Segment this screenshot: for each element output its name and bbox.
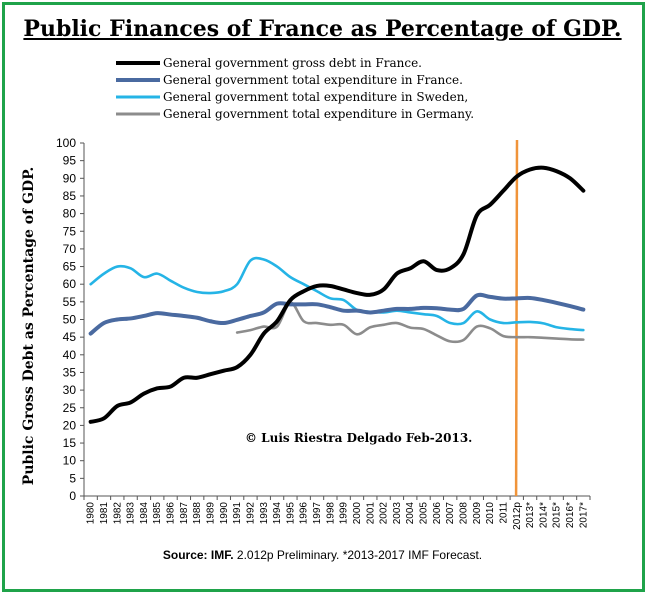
x-tick-label: 2007: [445, 502, 456, 525]
x-tick-label: 2010: [485, 502, 496, 525]
y-tick-label: 40: [63, 348, 77, 362]
series-line-0: [88, 165, 586, 424]
y-tick-label: 75: [63, 224, 77, 238]
x-tick-label: 2015*: [552, 502, 563, 528]
x-tick-label: 2009: [472, 502, 483, 525]
y-tick-label: 60: [63, 277, 77, 291]
source-text: 2.012p Preliminary. *2013-2017 IMF Forec…: [236, 548, 483, 562]
y-tick-label: 30: [63, 383, 77, 397]
y-tick-label: 65: [63, 260, 77, 274]
y-tick-label: 15: [63, 436, 77, 450]
x-tick-label: 2005: [419, 502, 430, 525]
x-tick-label: 2014*: [538, 502, 549, 528]
series-line-1: [88, 292, 586, 336]
x-tick-label: 1989: [206, 502, 217, 525]
source-label: Source: IMF.: [162, 548, 234, 562]
y-tick-label: 90: [63, 171, 77, 185]
x-tick-label: 2004: [405, 502, 416, 525]
x-tick-label: 2011: [498, 502, 509, 524]
x-tick-label: 1983: [126, 502, 137, 525]
chart-title: Public Finances of France as Percentage …: [23, 16, 622, 42]
y-tick-label: 10: [63, 454, 77, 468]
axes-group: 0 5 10 15 20 25 30 35 40 45 50 55 60 65 70 75 80 85 90 95 10…: [56, 136, 591, 530]
y-tick-label: 45: [63, 330, 77, 344]
x-tick-label: 1990: [219, 502, 230, 525]
x-tick-label: 1991: [232, 502, 243, 525]
x-tick-label: 1987: [179, 502, 190, 525]
x-tick-label: 1986: [166, 502, 177, 525]
y-tick-label: 95: [63, 154, 77, 168]
x-tick-label: 1996: [299, 502, 310, 525]
x-tick-label: 2017*: [578, 502, 589, 528]
y-tick-label: 0: [69, 489, 76, 503]
y-tick-label: 25: [63, 401, 77, 415]
x-tick-label: 1982: [112, 502, 123, 525]
forecast-divider-line: [514, 139, 519, 497]
y-tick-label: 100: [56, 136, 76, 150]
x-tick-label: 2012p: [512, 502, 523, 530]
source-note: Source: IMF. 2.012p Preliminary. *2013-2…: [0, 548, 645, 562]
legend-label-0: General government gross debt in France.: [163, 56, 422, 70]
legend-label-1: General government total expenditure in …: [163, 73, 463, 87]
legend-label-2: General government total expenditure in …: [163, 90, 468, 104]
x-tick-label: 1998: [325, 502, 336, 525]
y-axis-label: Public Gross Debt as Percentage of GDP.: [21, 167, 37, 485]
series-line-2: [89, 256, 585, 332]
y-tick-label: 5: [69, 471, 76, 485]
y-tick-label: 50: [63, 313, 77, 327]
y-tick-label: 70: [63, 242, 77, 256]
x-tick-label: 1981: [99, 502, 110, 525]
y-tick-label: 35: [63, 365, 77, 379]
x-tick-label: 1985: [152, 502, 163, 525]
x-tick-label: 2016*: [565, 502, 576, 528]
x-tick-label: 2008: [459, 502, 470, 525]
x-tick-label: 1997: [312, 502, 323, 525]
x-tick-label: 1993: [259, 502, 270, 525]
x-tick-label: 1992: [245, 502, 256, 525]
y-tick-label: 85: [63, 189, 77, 203]
legend-label-3: General government total expenditure in …: [163, 107, 474, 121]
x-tick-label: 2000: [352, 502, 363, 525]
x-tick-label: 2003: [392, 502, 403, 525]
y-tick-label: 20: [63, 418, 77, 432]
x-tick-label: 1994: [272, 502, 283, 525]
x-tick-label: 1980: [86, 502, 97, 525]
x-tick-label: 1988: [192, 502, 203, 525]
x-tick-label: 2001: [365, 502, 376, 525]
legend: General government gross debt in France.…: [116, 56, 474, 121]
x-tick-label: 2002: [379, 502, 390, 525]
x-tick-label: 2013*: [525, 502, 536, 528]
x-tick-label: 1995: [285, 502, 296, 525]
copyright-annotation: © Luis Riestra Delgado Feb-2013.: [245, 431, 472, 445]
series-group: [88, 139, 586, 497]
x-tick-label: 2006: [432, 502, 443, 525]
y-tick-label: 55: [63, 295, 77, 309]
x-tick-label: 1999: [339, 502, 350, 525]
y-tick-label: 80: [63, 207, 77, 221]
x-tick-label: 1984: [139, 502, 150, 525]
